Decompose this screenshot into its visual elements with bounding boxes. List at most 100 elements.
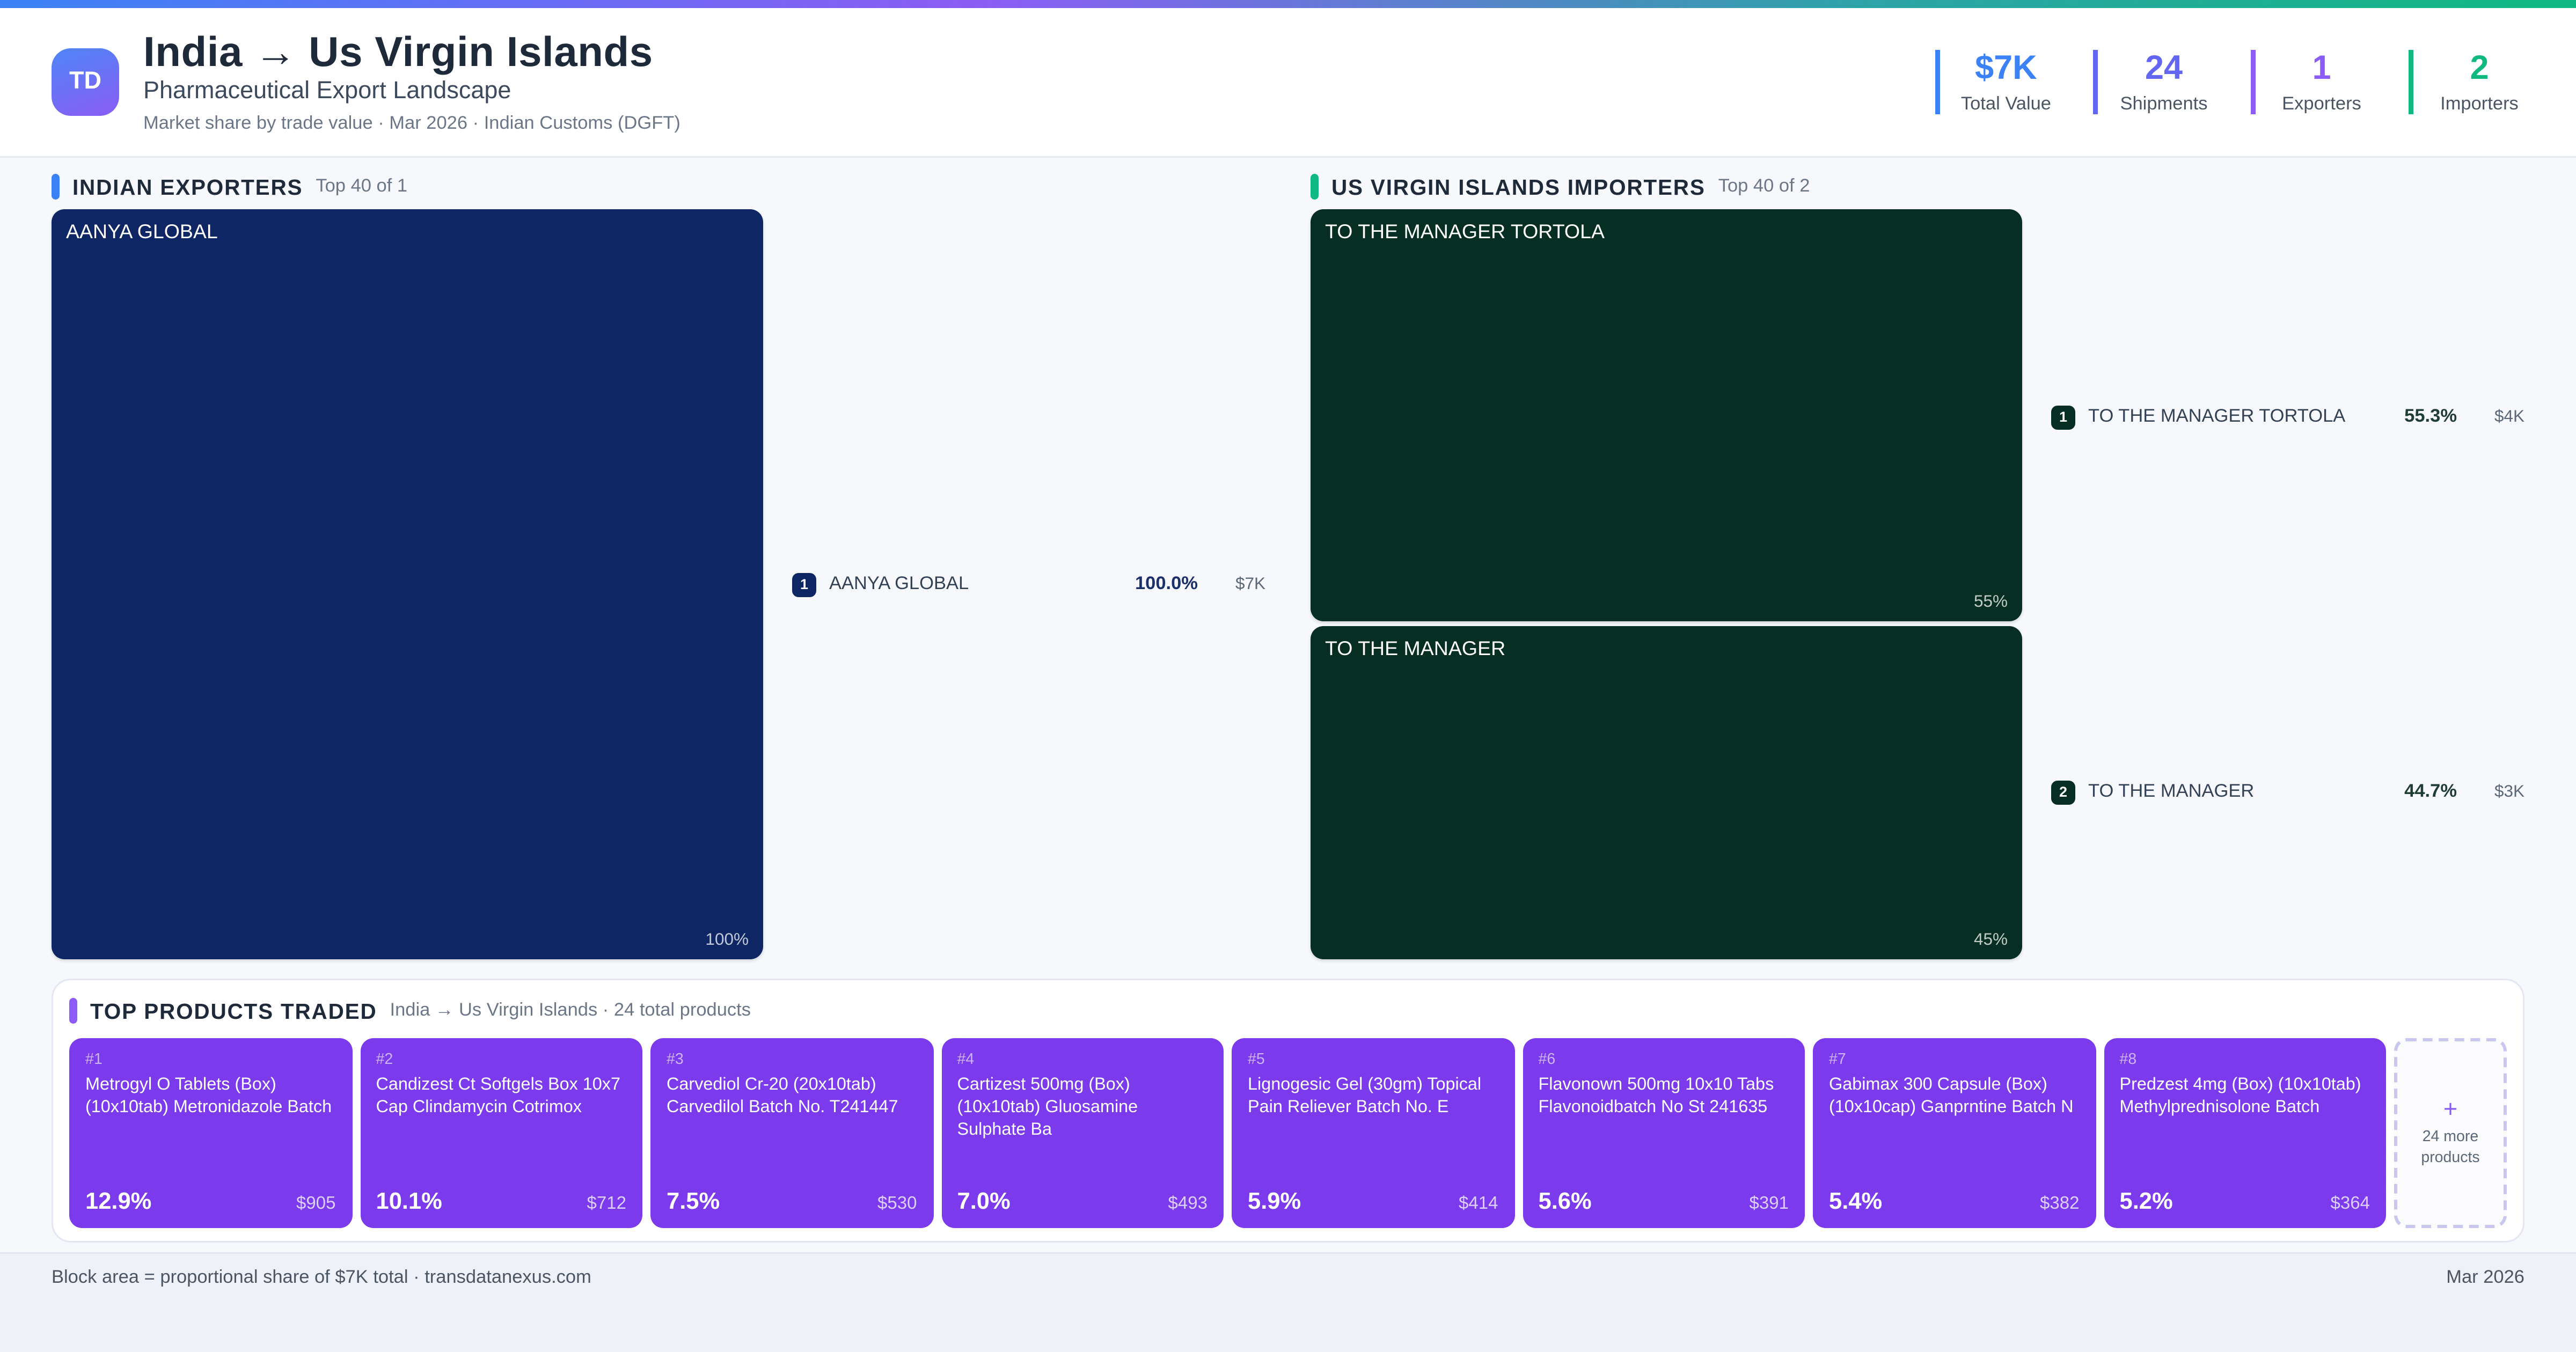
exporters-panel-title: INDIAN EXPORTERS [72,174,303,199]
products-title: TOP PRODUCTS TRADED [90,998,377,1023]
product-card-8[interactable]: #8 Predzest 4mg (Box) (10x10tab) Methylp… [2103,1038,2386,1228]
stat-total-value-label: Total Value [1960,94,2051,114]
stat-importers-label: Importers [2440,94,2519,114]
footer: Block area = proportional share of $7K t… [0,1252,2576,1352]
exporters-accent-bar [52,174,60,200]
avatar: TD [52,48,119,116]
importers-accent-bar [1311,174,1319,200]
stat-total-value-number: $7K [1975,50,2037,88]
product-rank: #3 [667,1051,684,1069]
rank-badge: 1 [2051,405,2075,429]
product-rank: #5 [1248,1051,1265,1069]
product-card-footer: 5.6% $391 [1539,1189,1789,1215]
more-products-card[interactable]: + 24 more products [2394,1038,2507,1228]
legend-value: $3K [2494,782,2524,802]
product-name: Predzest 4mg (Box) (10x10tab) Methylpred… [2119,1075,2361,1117]
stat-importers-number: 2 [2470,50,2489,88]
product-share: 5.6% [1538,1189,1592,1215]
product-share: 7.5% [667,1189,720,1215]
product-value: $905 [296,1194,336,1214]
exporters-panel-subtitle: Top 40 of 1 [316,177,408,196]
product-share: 7.0% [957,1189,1011,1215]
product-value: $364 [2330,1194,2370,1214]
product-card-footer: 7.5% $530 [667,1189,917,1215]
product-name: Candizest Ct Softgels Box 10x7 Cap Clind… [376,1075,621,1117]
product-value: $414 [1459,1194,1498,1214]
stat-exporters-label: Exporters [2282,94,2361,114]
importers-panel-header: US VIRGIN ISLANDS IMPORTERS Top 40 of 2 [1311,172,2524,201]
exporters-legend-row-1[interactable]: 1 AANYA GLOBAL 100.0% $7K [792,568,1265,600]
product-rank: #1 [85,1051,103,1069]
exporters-panel-body: AANYA GLOBAL 100% 1 AANYA GLOBAL 100.0% … [52,209,1265,959]
product-share: 5.9% [1248,1189,1301,1215]
rank-badge: 1 [792,572,816,597]
legend-share: 44.7% [2404,782,2457,802]
stat-exporters: 1 Exporters [2251,50,2367,114]
importers-panel-subtitle: Top 40 of 2 [1718,177,1810,196]
footer-note: Block area = proportional share of $7K t… [52,1268,591,1288]
exporters-treemap-block-1[interactable]: AANYA GLOBAL 100% [52,209,763,959]
legend-name: TO THE MANAGER [2088,782,2255,802]
page-meta: Market share by trade value · Mar 2026 ·… [143,114,680,134]
product-card-1[interactable]: #1 Metrogyl O Tablets (Box) (10x10tab) M… [69,1038,352,1228]
product-card-4[interactable]: #4 Cartizest 500mg (Box) (10x10tab) Gluo… [941,1038,1224,1228]
product-rank: #2 [376,1051,393,1069]
products-section: TOP PRODUCTS TRADED India → Us Virgin Is… [52,979,2524,1243]
importers-panel-body: TO THE MANAGER TORTOLA 55% TO THE MANAGE… [1311,209,2524,959]
main-content: INDIAN EXPORTERS Top 40 of 1 AANYA GLOBA… [0,158,2576,1243]
stat-shipments: 24 Shipments [2093,50,2209,114]
product-card-footer: 7.0% $493 [957,1189,1208,1215]
legend-value: $7K [1235,575,1265,594]
product-share: 5.4% [1829,1189,1883,1215]
importers-panel: US VIRGIN ISLANDS IMPORTERS Top 40 of 2 … [1311,172,2524,959]
page-title: India → Us Virgin Islands [143,27,653,76]
stat-exporters-number: 1 [2312,50,2331,88]
product-card-2[interactable]: #2 Candizest Ct Softgels Box 10x7 Cap Cl… [360,1038,642,1228]
product-name: Gabimax 300 Capsule (Box) (10x10cap) Gan… [1829,1075,2074,1117]
product-card-5[interactable]: #5 Lignogesic Gel (30gm) Topical Pain Re… [1232,1038,1514,1228]
product-rank: #6 [1538,1051,1556,1069]
importers-block-2-label: TO THE MANAGER [1325,637,1506,660]
importers-legend-row-1[interactable]: 1 TO THE MANAGER TORTOLA 55.3% $4K [2051,401,2524,433]
title-block: India → Us Virgin Islands Pharmaceutical… [143,27,680,134]
product-rank: #4 [957,1051,975,1069]
product-rank: #8 [2119,1051,2137,1069]
rank-badge: 2 [2051,780,2075,804]
top-gradient-bar [0,0,2576,8]
product-name: Lignogesic Gel (30gm) Topical Pain Relie… [1248,1075,1482,1117]
importers-legend-row-2[interactable]: 2 TO THE MANAGER 44.7% $3K [2051,776,2524,808]
exporters-treemap: AANYA GLOBAL 100% [52,209,763,959]
product-card-6[interactable]: #6 Flavonown 500mg 10x10 Tabs Flavonoidb… [1522,1038,1805,1228]
legend-value: $4K [2494,407,2524,427]
product-name: Cartizest 500mg (Box) (10x10tab) Gluosam… [957,1075,1138,1139]
header-stats: $7K Total Value 24 Shipments 1 Exporters… [1935,50,2524,114]
legend-name: AANYA GLOBAL [829,575,969,594]
product-cards-row: #1 Metrogyl O Tablets (Box) (10x10tab) M… [69,1038,2507,1228]
products-header: TOP PRODUCTS TRADED India → Us Virgin Is… [69,996,2507,1025]
importers-block-1-label: TO THE MANAGER TORTOLA [1325,221,1605,243]
product-name: Metrogyl O Tablets (Box) (10x10tab) Metr… [85,1075,332,1117]
exporters-panel: INDIAN EXPORTERS Top 40 of 1 AANYA GLOBA… [52,172,1265,959]
product-card-3[interactable]: #3 Carvediol Cr-20 (20x10tab) Carvedilol… [650,1038,933,1228]
stat-shipments-label: Shipments [2120,94,2208,114]
products-accent-bar [69,998,77,1024]
stat-shipments-number: 24 [2145,50,2183,88]
exporters-block-label: AANYA GLOBAL [66,221,218,243]
importers-block-1-pct: 55% [1973,592,2008,612]
header-left: TD India → Us Virgin Islands Pharmaceuti… [52,27,1935,134]
product-card-footer: 12.9% $905 [85,1189,336,1215]
product-card-7[interactable]: #7 Gabimax 300 Capsule (Box) (10x10cap) … [1813,1038,2096,1228]
stat-importers: 2 Importers [2409,50,2524,114]
product-card-footer: 5.2% $364 [2120,1189,2370,1215]
importers-treemap-block-1[interactable]: TO THE MANAGER TORTOLA 55% [1311,209,2022,622]
product-share: 5.2% [2119,1189,2173,1215]
exporters-panel-header: INDIAN EXPORTERS Top 40 of 1 [52,172,1265,201]
products-subtitle: India → Us Virgin Islands · 24 total pro… [390,1001,751,1020]
importers-treemap-block-2[interactable]: TO THE MANAGER 45% [1311,626,2022,959]
product-rank: #7 [1829,1051,1846,1069]
panels-row: INDIAN EXPORTERS Top 40 of 1 AANYA GLOBA… [52,172,2524,959]
more-products-label: 24 more products [2421,1128,2480,1166]
page-subtitle: Pharmaceutical Export Landscape [143,77,511,105]
legend-name: TO THE MANAGER TORTOLA [2088,407,2346,427]
